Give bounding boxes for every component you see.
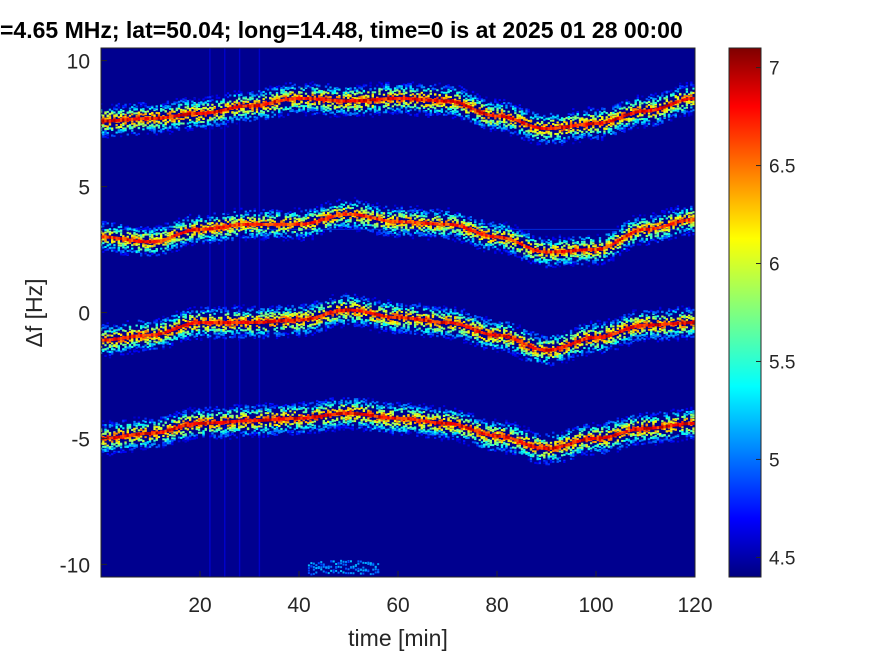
x-tick-label: 40 xyxy=(287,594,310,617)
y-axis-ticks: 10 5 0 -5 -10 xyxy=(60,51,107,578)
colorbar-tick-label: 5 xyxy=(769,450,780,471)
colorbar-tick-label: 6.5 xyxy=(769,157,795,178)
y-tick-label: 10 xyxy=(67,51,90,74)
y-tick-label: -10 xyxy=(60,554,90,577)
y-axis-label: Δf [Hz] xyxy=(21,278,47,347)
x-tick-label: 60 xyxy=(386,594,409,617)
x-tick-label: 20 xyxy=(188,594,211,617)
x-tick-label: 80 xyxy=(485,594,508,617)
y-tick-label: 5 xyxy=(78,177,90,200)
chart-title: =4.65 MHz; lat=50.04; long=14.48, time=0… xyxy=(0,17,683,43)
colorbar-tick-label: 7 xyxy=(769,59,780,80)
colorbar-ticks: 7 6.5 6 5.5 5 4.5 xyxy=(756,59,795,570)
colorbar-tick-label: 5.5 xyxy=(769,352,795,373)
colorbar-tick-label: 4.5 xyxy=(769,548,795,569)
x-axis-ticks: 20 40 60 80 100 120 xyxy=(188,571,712,617)
colorbar-tick-label: 6 xyxy=(769,255,780,276)
colorbar xyxy=(729,48,761,577)
x-tick-label: 120 xyxy=(677,594,712,617)
y-tick-label: 0 xyxy=(78,303,90,326)
x-axis-label: time [min] xyxy=(348,625,448,651)
x-tick-label: 100 xyxy=(578,594,613,617)
y-tick-label: -5 xyxy=(71,428,90,451)
